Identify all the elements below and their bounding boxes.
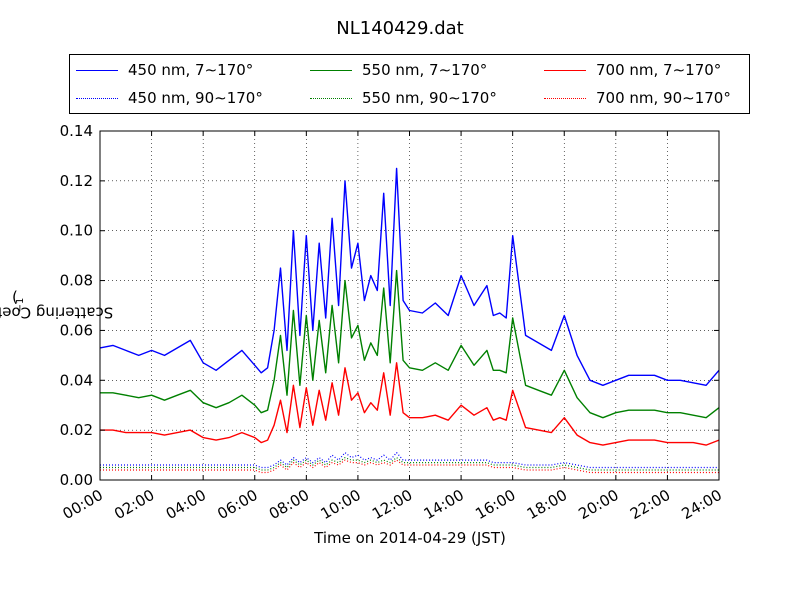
legend-swatch bbox=[544, 97, 586, 99]
legend-swatch bbox=[310, 97, 352, 99]
series-lines bbox=[99, 167, 720, 474]
legend-label: 550 nm, 7∼170° bbox=[362, 61, 488, 79]
legend-item: 450 nm, 7∼170° bbox=[76, 59, 253, 81]
legend-label: 450 nm, 7∼170° bbox=[128, 61, 254, 79]
legend-label: 450 nm, 90∼170° bbox=[128, 89, 263, 107]
legend-item: 550 nm, 90∼170° bbox=[310, 87, 497, 109]
x-tick-label: 10:00 bbox=[317, 486, 363, 523]
series-line bbox=[99, 167, 720, 386]
y-tick-label: 0.10 bbox=[60, 222, 93, 240]
y-tick-label: 0.02 bbox=[60, 421, 93, 439]
x-tick-label: 14:00 bbox=[421, 486, 467, 523]
legend-item: 450 nm, 90∼170° bbox=[76, 87, 263, 109]
x-tick-label: 12:00 bbox=[369, 486, 415, 523]
y-tick-label: 0.08 bbox=[60, 272, 93, 290]
legend-label: 550 nm, 90∼170° bbox=[362, 89, 497, 107]
series-line bbox=[100, 269, 720, 419]
x-tick-label: 22:00 bbox=[627, 486, 673, 523]
series-line bbox=[100, 459, 719, 474]
y-tick-label: 0.12 bbox=[60, 172, 93, 190]
x-tick-label: 16:00 bbox=[472, 486, 518, 523]
legend-label: 700 nm, 90∼170° bbox=[596, 89, 731, 107]
x-axis-label: Time on 2014-04-29 (JST) bbox=[314, 529, 506, 547]
y-tick-label: 0.00 bbox=[60, 471, 93, 489]
x-tick-label: 02:00 bbox=[111, 486, 157, 523]
x-tick-label: 00:00 bbox=[60, 486, 106, 523]
x-tick-label: 04:00 bbox=[163, 486, 209, 523]
series-line bbox=[100, 452, 719, 469]
legend-swatch bbox=[544, 69, 586, 71]
legend-swatch bbox=[76, 97, 118, 99]
x-tick-label: 06:00 bbox=[214, 486, 260, 523]
y-axis-label-close: ) bbox=[12, 288, 18, 307]
grid-lines bbox=[100, 131, 719, 480]
legend-item: 700 nm, 7∼170° bbox=[544, 59, 721, 81]
x-tick-label: 18:00 bbox=[524, 486, 570, 523]
legend-item: 550 nm, 7∼170° bbox=[310, 59, 487, 81]
y-tick-label: 0.14 bbox=[60, 122, 93, 140]
y-tick-label: 0.04 bbox=[60, 371, 93, 389]
legend: 450 nm, 7∼170° 550 nm, 7∼170° 700 nm, 7∼… bbox=[69, 54, 750, 114]
x-tick-label: 20:00 bbox=[575, 486, 621, 523]
legend-swatch bbox=[310, 69, 352, 71]
chart-title: NL140429.dat bbox=[336, 18, 464, 39]
series-line bbox=[100, 362, 720, 446]
legend-label: 700 nm, 7∼170° bbox=[596, 61, 722, 79]
x-tick-label: 08:00 bbox=[266, 486, 312, 523]
legend-item: 700 nm, 90∼170° bbox=[544, 87, 731, 109]
x-tick-label: 24:00 bbox=[679, 486, 725, 523]
y-tick-label: 0.06 bbox=[60, 321, 93, 339]
legend-swatch bbox=[76, 69, 118, 71]
